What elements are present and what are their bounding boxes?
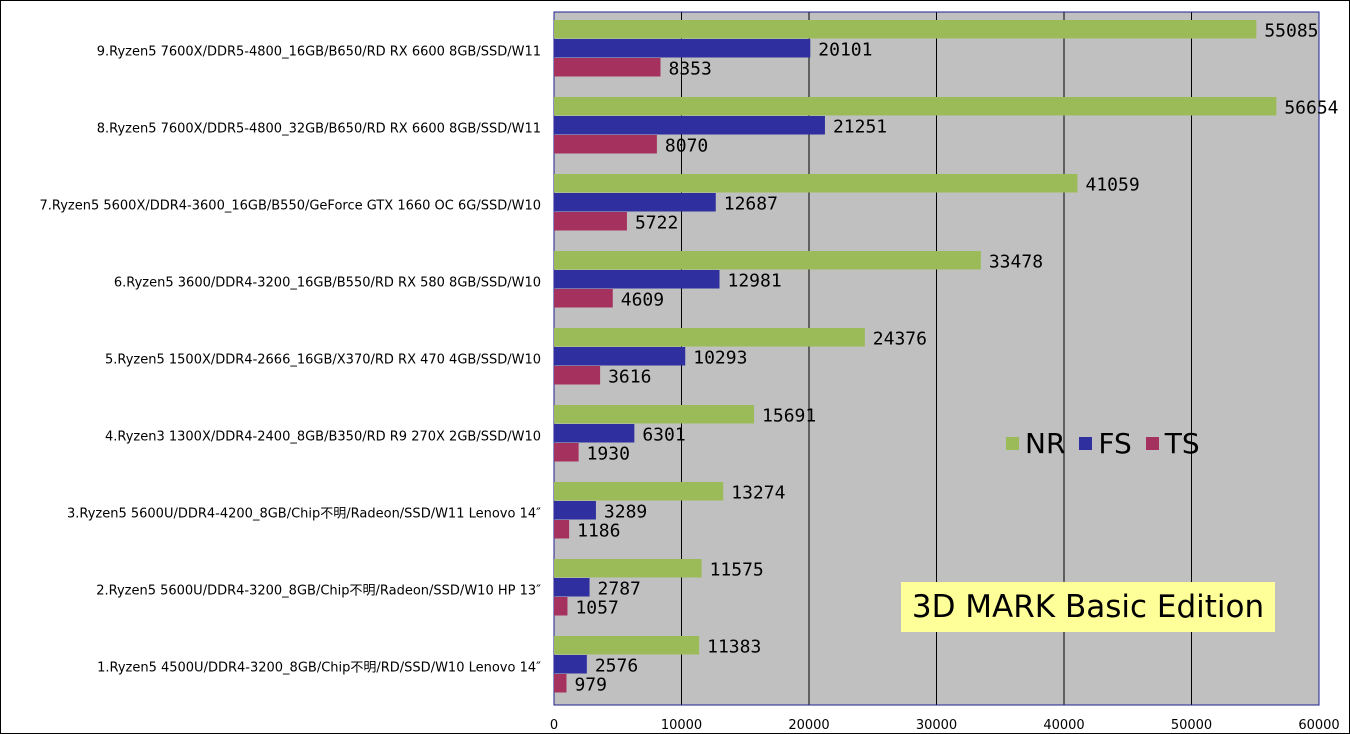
data-label-nr: 11383: [707, 636, 761, 657]
bar-ts: [554, 289, 613, 308]
bar-ts: [554, 597, 568, 616]
bar-fs: [554, 270, 720, 289]
legend-swatch-ts: [1145, 437, 1159, 450]
x-tick-label: 20000: [788, 718, 829, 733]
category-label: 3.Ryzen5 5600U/DDR4-4200_8GB/Chip不明/Rade…: [67, 507, 541, 522]
legend-item-ts: TS: [1145, 427, 1200, 460]
data-label-ts: 8353: [669, 58, 712, 79]
bar-nr: [554, 405, 755, 424]
data-label-ts: 8070: [665, 135, 708, 156]
data-label-nr: 55085: [1264, 20, 1318, 41]
legend-swatch-fs: [1079, 437, 1093, 450]
data-label-ts: 4609: [621, 289, 664, 310]
bar-fs: [554, 116, 825, 135]
legend: NR FS TS: [1006, 427, 1214, 460]
x-tick-label: 10000: [661, 718, 702, 733]
data-label-ts: 1057: [575, 597, 618, 618]
bar-fs: [554, 347, 686, 366]
data-label-nr: 41059: [1086, 174, 1140, 195]
data-label-fs: 12687: [724, 193, 778, 214]
category-label: 9.Ryzen5 7600X/DDR5-4800_16GB/B650/RD RX…: [97, 45, 541, 60]
bar-ts: [554, 674, 567, 693]
bar-fs: [554, 655, 587, 674]
category-label: 8.Ryzen5 7600X/DDR5-4800_32GB/B650/RD RX…: [97, 122, 541, 137]
bar-nr: [554, 20, 1257, 39]
category-label: 1.Ryzen5 4500U/DDR4-3200_8GB/Chip不明/RD/S…: [97, 661, 541, 676]
bar-ts: [554, 366, 601, 385]
data-label-fs: 21251: [833, 116, 887, 137]
bar-fs: [554, 501, 596, 520]
bar-nr: [554, 328, 865, 347]
legend-item-nr: NR: [1006, 427, 1065, 460]
x-tick-label: 60000: [1298, 718, 1339, 733]
data-label-nr: 56654: [1284, 97, 1338, 118]
legend-item-fs: FS: [1079, 427, 1132, 460]
data-label-ts: 5722: [635, 212, 678, 233]
category-label: 2.Ryzen5 5600U/DDR4-3200_8GB/Chip不明/Rade…: [96, 584, 541, 599]
data-label-fs: 2576: [595, 655, 638, 676]
legend-label-nr: NR: [1025, 427, 1066, 460]
bar-fs: [554, 193, 716, 212]
data-label-nr: 11575: [710, 559, 764, 580]
bar-fs: [554, 578, 590, 597]
bar-ts: [554, 212, 627, 231]
x-tick-label: 30000: [916, 718, 957, 733]
data-label-ts: 1186: [577, 520, 620, 541]
data-label-nr: 33478: [989, 251, 1043, 272]
data-label-ts: 1930: [587, 443, 630, 464]
legend-label-ts: TS: [1164, 427, 1200, 460]
bar-fs: [554, 424, 635, 443]
bar-ts: [554, 135, 657, 154]
data-label-ts: 3616: [608, 366, 651, 387]
data-label-nr: 24376: [873, 328, 927, 349]
data-label-fs: 6301: [642, 424, 685, 445]
data-label-fs: 3289: [604, 501, 647, 522]
x-tick-label: 50000: [1171, 718, 1212, 733]
legend-swatch-nr: [1006, 437, 1019, 450]
x-tick-label: 40000: [1043, 718, 1084, 733]
x-tick-label: 0: [550, 718, 558, 733]
bar-nr: [554, 251, 981, 270]
data-label-ts: 979: [574, 674, 607, 695]
bar-nr: [554, 174, 1078, 193]
category-label: 4.Ryzen3 1300X/DDR4-2400_8GB/B350/RD R9 …: [105, 430, 541, 445]
data-label-nr: 15691: [762, 405, 816, 426]
bar-nr: [554, 636, 700, 655]
data-label-fs: 20101: [818, 39, 872, 60]
bar-ts: [554, 443, 579, 462]
data-label-fs: 12981: [728, 270, 782, 291]
data-label-nr: 13274: [731, 482, 785, 503]
category-label: 7.Ryzen5 5600X/DDR4-3600_16GB/B550/GeFor…: [39, 199, 541, 214]
data-label-fs: 2787: [598, 578, 641, 599]
bar-ts: [554, 520, 570, 539]
category-label: 6.Ryzen5 3600/DDR4-3200_16GB/B550/RD RX …: [114, 276, 541, 291]
data-label-fs: 10293: [693, 347, 747, 368]
bar-fs: [554, 39, 811, 58]
bar-nr: [554, 482, 724, 501]
bar-nr: [554, 97, 1277, 116]
chart-title: 3D MARK Basic Edition: [901, 582, 1275, 632]
category-label: 5.Ryzen5 1500X/DDR4-2666_16GB/X370/RD RX…: [105, 353, 541, 368]
bar-ts: [554, 58, 661, 77]
legend-label-fs: FS: [1098, 427, 1132, 460]
bar-nr: [554, 559, 702, 578]
